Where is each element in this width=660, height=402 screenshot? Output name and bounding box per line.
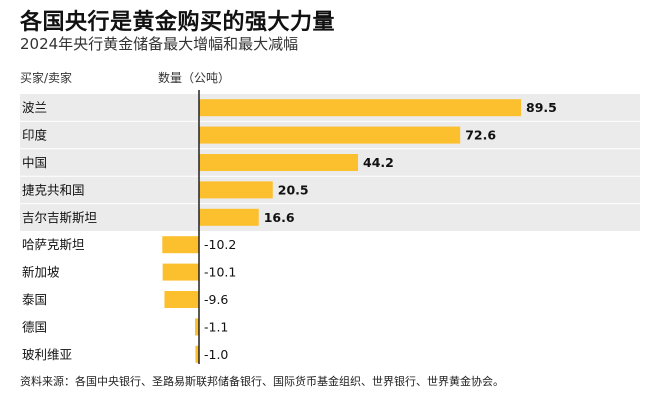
- chart-subtitle: 2024年央行黄金储备最大增幅和最大减幅: [20, 35, 299, 53]
- bar: [199, 99, 521, 117]
- category-label: 中国: [22, 155, 47, 170]
- category-label: 新加坡: [22, 265, 60, 280]
- value-label: -1.0: [204, 347, 228, 362]
- bar: [199, 181, 273, 199]
- category-label: 吉尔吉斯斯坦: [22, 210, 97, 225]
- value-label: -10.1: [204, 265, 236, 280]
- category-label: 印度: [22, 128, 48, 143]
- category-label: 波兰: [22, 100, 47, 115]
- bar: [162, 236, 199, 254]
- bar: [199, 154, 359, 171]
- bar: [199, 126, 461, 144]
- value-label: 16.6: [264, 210, 295, 225]
- bar: [195, 345, 199, 363]
- value-label: 20.5: [278, 182, 309, 197]
- column-header-country: 买家/卖家: [20, 71, 73, 85]
- source-note: 资料来源：各国中央银行、圣路易斯联邦储备银行、国际货币基金组织、世界银行、世界黄…: [20, 375, 504, 388]
- category-label: 捷克共和国: [22, 182, 85, 197]
- category-label: 德国: [22, 319, 47, 334]
- category-label: 玻利维亚: [22, 347, 72, 362]
- category-label: 泰国: [22, 292, 47, 307]
- bar: [199, 208, 259, 226]
- chart-title: 各国央行是黄金购买的强大力量: [20, 10, 336, 35]
- value-label: -9.6: [204, 292, 228, 307]
- bar: [195, 318, 199, 336]
- bar: [162, 263, 199, 281]
- bar: [164, 291, 199, 308]
- value-label: 44.2: [363, 155, 394, 170]
- value-label: 89.5: [526, 100, 557, 115]
- category-label: 哈萨克斯坦: [22, 237, 85, 252]
- value-label: 72.6: [465, 128, 496, 143]
- value-label: -10.2: [204, 237, 236, 252]
- column-header-amount: 数量（公吨）: [158, 71, 231, 85]
- value-label: -1.1: [204, 319, 228, 334]
